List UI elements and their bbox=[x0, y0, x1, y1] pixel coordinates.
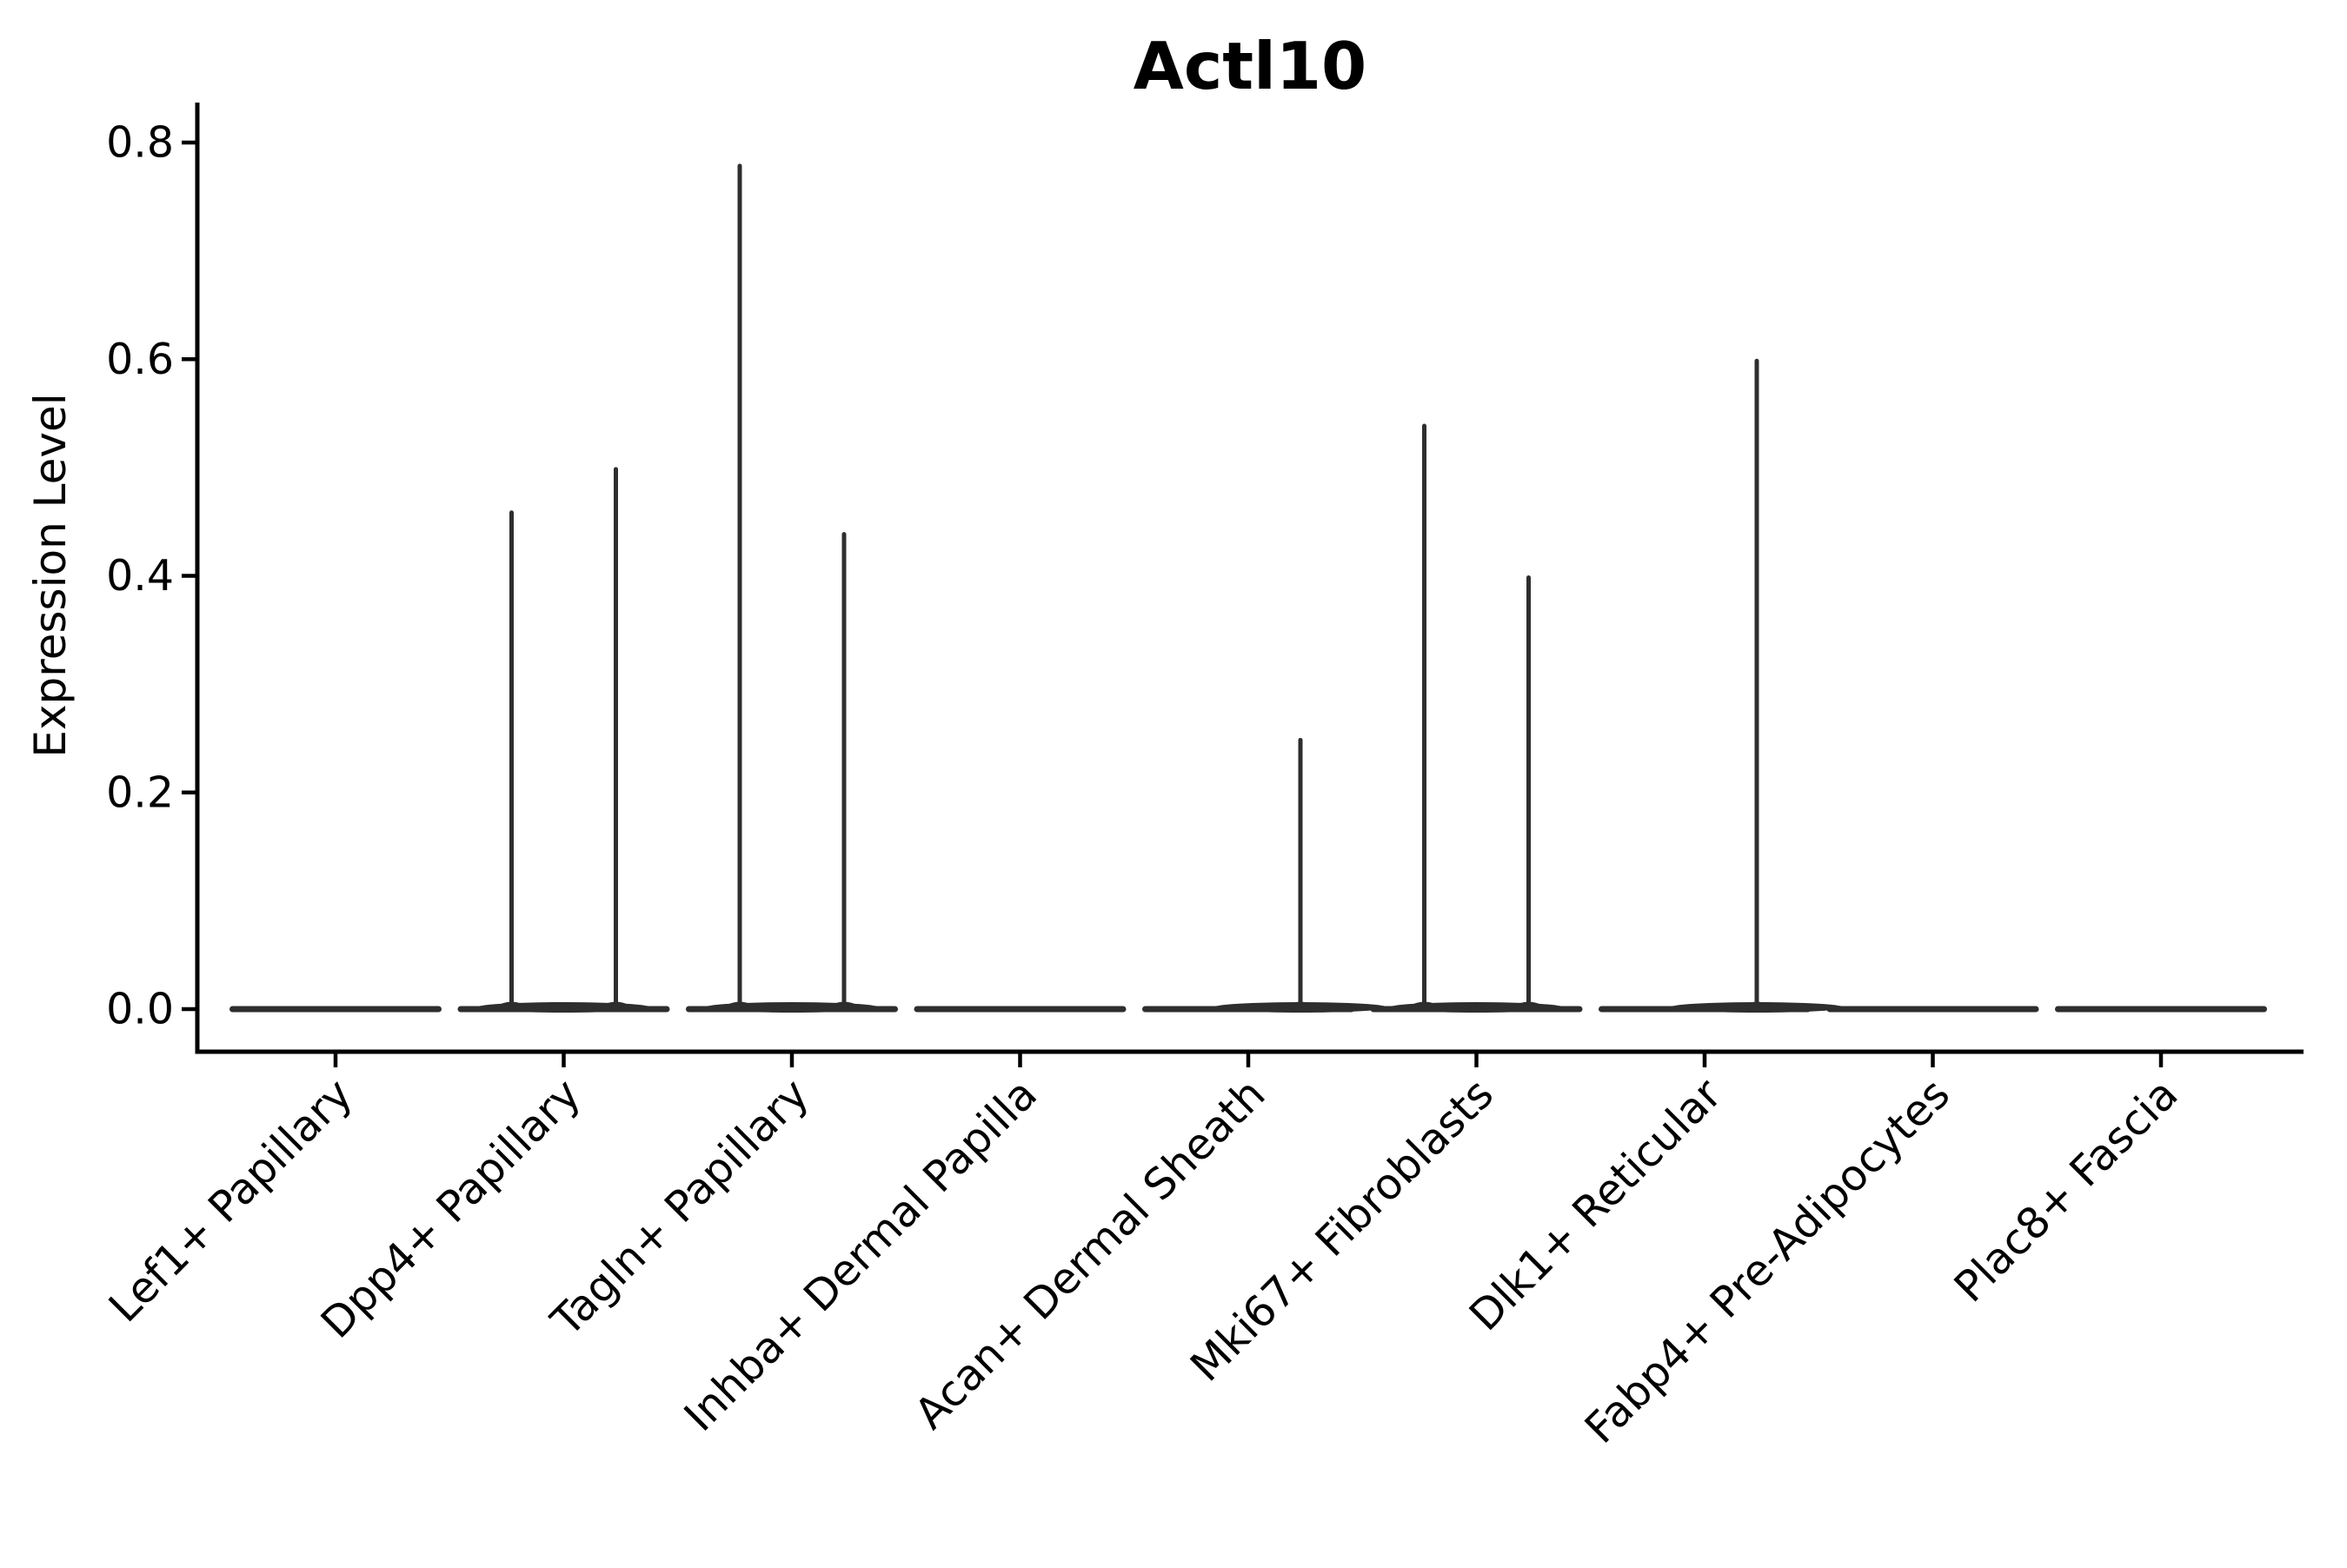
violin-base bbox=[229, 1006, 442, 1013]
violin-base bbox=[1826, 1006, 2039, 1013]
violin bbox=[229, 1006, 442, 1013]
y-tick-label: 0.4 bbox=[106, 551, 174, 601]
x-tick-label: Fabp4+ Pre-Adipocytes bbox=[1575, 1069, 1959, 1453]
x-tick-label: Dlk1+ Reticular bbox=[1460, 1069, 1732, 1341]
violin bbox=[2055, 1006, 2267, 1013]
violin-base bbox=[457, 1006, 670, 1013]
violin-base bbox=[686, 1006, 898, 1013]
y-tick-label: 0.0 bbox=[106, 985, 174, 1034]
y-tick-label: 0.2 bbox=[106, 767, 174, 817]
violin bbox=[914, 1006, 1127, 1013]
violins bbox=[229, 163, 2267, 1013]
violin bbox=[1826, 1006, 2039, 1013]
y-tick-label: 0.8 bbox=[106, 118, 174, 168]
violin-base bbox=[1142, 1006, 1354, 1013]
y-tick-label: 0.6 bbox=[106, 335, 174, 384]
violin bbox=[1142, 737, 1387, 1013]
violin bbox=[457, 467, 670, 1013]
violin-base bbox=[914, 1006, 1127, 1013]
x-tick-label: Plac8+ Fascia bbox=[1945, 1069, 2187, 1312]
violin bbox=[1370, 423, 1583, 1013]
violin bbox=[1599, 358, 1844, 1013]
y-ticks: 0.0 0.2 0.4 0.6 0.8 bbox=[106, 118, 197, 1034]
y-axis-label: Expression Level bbox=[25, 393, 76, 757]
violin-base bbox=[1599, 1006, 1811, 1013]
violin-base bbox=[1370, 1006, 1583, 1013]
x-tick-label: Lef1+ Papillary bbox=[99, 1069, 362, 1332]
plot-title: Actl10 bbox=[1134, 28, 1366, 104]
violin bbox=[686, 163, 898, 1013]
violin-base bbox=[2055, 1006, 2267, 1013]
